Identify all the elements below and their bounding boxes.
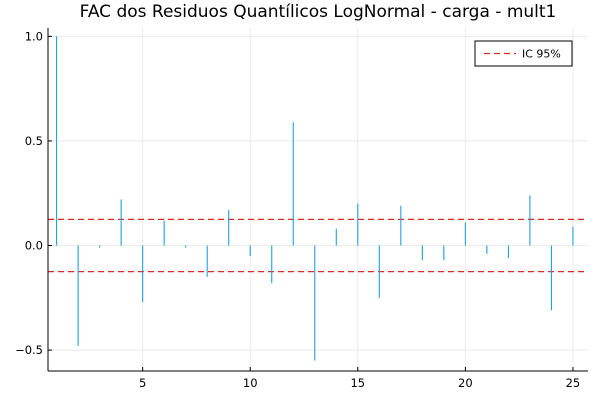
y-tick-label-0: −0.5 [15,343,43,357]
x-tick-label-1: 10 [243,376,258,390]
tick-labels: 5 10 15 20 25 −0.5 0.0 0.5 1.0 [15,29,580,390]
x-tick-label-3: 20 [458,376,473,390]
x-tick-label-0: 5 [139,376,146,390]
grid [48,28,588,371]
y-tick-label-1: 0.0 [25,239,43,253]
confidence-lines [48,218,588,273]
legend: IC 95% [474,40,573,67]
axes [47,28,588,372]
y-tick-label-2: 0.5 [25,134,43,148]
x-tick-label-4: 25 [566,376,581,390]
legend-box [474,40,573,67]
x-tick-label-2: 15 [350,376,365,390]
y-tick-label-3: 1.0 [25,29,43,43]
chart-title: FAC dos Residuos Quantílicos LogNormal -… [80,2,557,22]
legend-ci-label: IC 95% [522,48,561,61]
bars [56,36,574,361]
